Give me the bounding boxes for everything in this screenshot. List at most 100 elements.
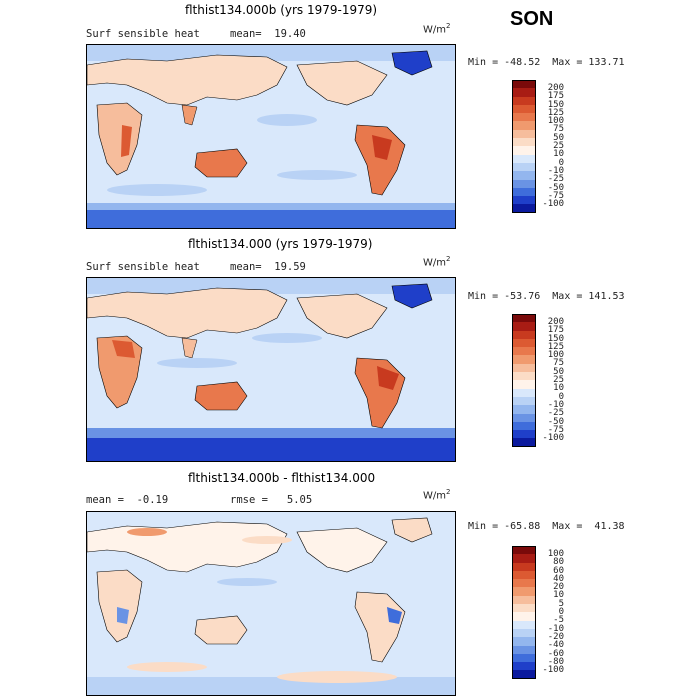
colorbar-tick-label: -50 [547, 182, 564, 193]
panel-2-field-label: Surf sensible heat [86, 261, 200, 273]
panel-3-rmse: rmse = 5.05 [230, 494, 313, 506]
panel-1-mean: mean= 19.40 [230, 28, 306, 40]
colorbar-swatch [512, 570, 536, 580]
panel-3-title: flthist134.000b - flthist134.000 [188, 471, 376, 485]
panel-2-title: flthist134.000 (yrs 1979-1979) [188, 237, 373, 251]
colorbar-tick-label: 40 [553, 573, 564, 584]
colorbar-swatch [512, 562, 536, 571]
colorbar-tick-label: -40 [547, 640, 564, 651]
panel-1-minmax: Min = -48.52 Max = 133.71 [468, 57, 625, 68]
colorbar-swatch [512, 388, 536, 397]
colorbar-swatch [512, 670, 536, 679]
colorbar-swatch [512, 620, 536, 629]
panel-1-colorbar-labels: 200 175 150 125 100 75 50 25 10 0 -10 -25 -50 -75 -100 [530, 83, 564, 210]
colorbar-swatch [512, 355, 536, 364]
panel-2-units: W/m2 [423, 255, 451, 269]
colorbar-tick-label: 0 [558, 157, 564, 168]
colorbar-swatch [512, 204, 536, 213]
colorbar-swatch [512, 121, 536, 130]
colorbar-tick-label: 5 [558, 598, 564, 609]
colorbar-swatch [512, 554, 536, 563]
colorbar-tick-label: -10 [547, 399, 564, 410]
colorbar-swatch [512, 314, 536, 323]
colorbar-swatch [512, 330, 536, 339]
colorbar-tick-label: 100 [547, 549, 564, 559]
colorbar-swatch [512, 405, 536, 414]
colorbar-swatch [512, 604, 536, 613]
colorbar-swatch [512, 322, 536, 331]
colorbar-tick-label: -5 [553, 615, 564, 626]
panel-2-colorbar [512, 314, 536, 447]
colorbar-tick-label: 20 [553, 582, 564, 593]
panel-2-minmax: Min = -53.76 Max = 141.53 [468, 291, 625, 302]
colorbar-swatch [512, 430, 536, 439]
colorbar-swatch [512, 421, 536, 431]
colorbar-tick-label: 25 [553, 141, 564, 152]
colorbar-tick-label: 10 [553, 383, 564, 394]
panel-1-units: W/m2 [423, 22, 451, 36]
colorbar-tick-label: 100 [547, 116, 564, 127]
colorbar-swatch [512, 413, 536, 422]
panel-3-units: W/m2 [423, 488, 451, 502]
colorbar-swatch [512, 187, 536, 197]
colorbar-tick-label: -60 [547, 648, 564, 659]
colorbar-tick-label: -75 [547, 424, 564, 435]
colorbar-swatch [512, 162, 536, 172]
season-label: SON [510, 8, 554, 30]
panel-3-map-svg [87, 512, 455, 695]
colorbar-tick-label: 175 [547, 325, 564, 336]
panel-1-field-label: Surf sensible heat [86, 28, 200, 40]
colorbar-tick-label: 125 [547, 107, 564, 118]
colorbar-swatch [512, 579, 536, 588]
colorbar-tick-label: -100 [542, 433, 564, 444]
colorbar-swatch [512, 347, 536, 356]
colorbar-tick-label: -20 [547, 631, 564, 642]
colorbar-swatch [512, 196, 536, 205]
colorbar-swatch [512, 80, 536, 89]
colorbar-swatch [512, 612, 536, 621]
colorbar-swatch [512, 628, 536, 638]
colorbar-swatch [512, 662, 536, 671]
colorbar-tick-label: 0 [558, 391, 564, 402]
colorbar-swatch [512, 363, 536, 373]
colorbar-swatch [512, 546, 536, 555]
colorbar-tick-label: 80 [553, 557, 564, 568]
colorbar-swatch [512, 438, 536, 447]
colorbar-tick-label: 100 [547, 350, 564, 361]
colorbar-swatch [512, 338, 536, 348]
colorbar-swatch [512, 372, 536, 381]
panel-1-colorbar [512, 80, 536, 213]
colorbar-swatch [512, 129, 536, 139]
colorbar-tick-label: 50 [553, 366, 564, 377]
panel-3-mean: mean = -0.19 [86, 494, 169, 506]
colorbar-tick-label: -80 [547, 656, 564, 667]
colorbar-tick-label: -100 [542, 665, 564, 676]
panel-3-minmax: Min = -65.88 Max = 41.38 [468, 521, 625, 532]
panel-2-map [86, 277, 456, 462]
colorbar-swatch [512, 154, 536, 163]
colorbar-swatch [512, 104, 536, 114]
colorbar-tick-label: -100 [542, 199, 564, 210]
colorbar-tick-label: 150 [547, 99, 564, 110]
colorbar-tick-label: 0 [558, 607, 564, 618]
colorbar-tick-label: 60 [553, 565, 564, 576]
panel-3-colorbar-labels: 100 80 60 40 20 10 5 0 -5 -10 -20 -40 -60 -80 -100 [530, 549, 564, 676]
colorbar-swatch [512, 396, 536, 406]
panel-3-colorbar [512, 546, 536, 679]
colorbar-swatch [512, 587, 536, 596]
colorbar-tick-label: -10 [547, 165, 564, 176]
panel-3-map [86, 511, 456, 696]
colorbar-tick-label: -25 [547, 174, 564, 185]
colorbar-swatch [512, 138, 536, 147]
colorbar-swatch [512, 96, 536, 105]
colorbar-tick-label: 75 [553, 358, 564, 369]
colorbar-tick-label: 10 [553, 590, 564, 601]
panel-2-map-svg [87, 278, 455, 461]
colorbar-swatch [512, 645, 536, 654]
colorbar-tick-label: 75 [553, 124, 564, 135]
colorbar-tick-label: 10 [553, 149, 564, 160]
colorbar-tick-label: 150 [547, 333, 564, 344]
colorbar-tick-label: 125 [547, 341, 564, 352]
colorbar-swatch [512, 179, 536, 188]
colorbar-tick-label: 200 [547, 83, 564, 93]
